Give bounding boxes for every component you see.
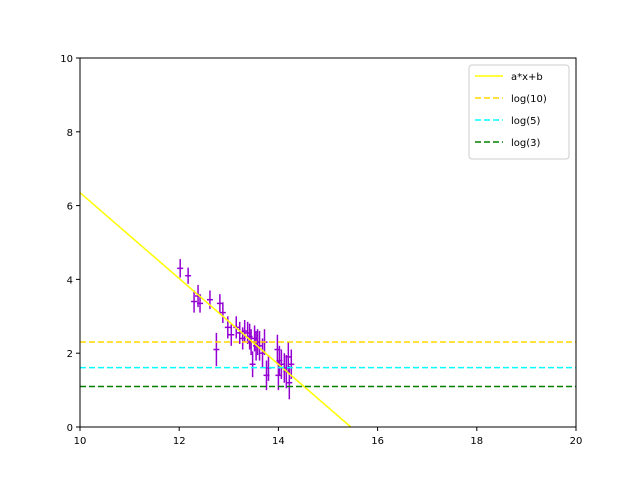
legend-label: log(3) bbox=[511, 138, 541, 149]
error-bar-point bbox=[191, 290, 198, 313]
error-bar-point bbox=[288, 349, 295, 380]
legend-label: log(10) bbox=[511, 94, 547, 105]
legend-label: log(5) bbox=[511, 116, 541, 127]
x-tick-label: 20 bbox=[570, 436, 583, 447]
y-tick-label: 0 bbox=[67, 423, 73, 434]
x-tick-label: 14 bbox=[272, 436, 285, 447]
legend-label: a*x+b bbox=[511, 72, 543, 83]
y-tick-label: 10 bbox=[60, 54, 73, 65]
fit-line-series bbox=[80, 192, 352, 427]
legend: a*x+b log(10) log(5) log(3) bbox=[468, 64, 570, 160]
error-bar-point bbox=[286, 366, 293, 400]
error-bar-point bbox=[249, 351, 256, 378]
x-tick-label: 12 bbox=[173, 436, 186, 447]
error-bar-point bbox=[275, 360, 282, 391]
y-tick-label: 8 bbox=[67, 128, 73, 139]
y-tick-label: 4 bbox=[67, 275, 73, 286]
x-tick-label: 16 bbox=[371, 436, 384, 447]
y-tick-label: 6 bbox=[67, 202, 73, 213]
x-tick-label: 10 bbox=[74, 436, 87, 447]
error-bar-point bbox=[228, 323, 235, 346]
axes-frame bbox=[79, 57, 577, 428]
error-bar-point bbox=[216, 294, 223, 313]
error-bar-point bbox=[185, 267, 192, 284]
error-bar-point bbox=[213, 332, 220, 367]
error-bar-point bbox=[241, 319, 248, 343]
axes: 10 12 14 16 18 20 0 2 4 6 8 10 bbox=[60, 54, 582, 447]
error-bar-point bbox=[219, 302, 226, 323]
x-tick-label: 18 bbox=[470, 436, 483, 447]
y-tick-label: 2 bbox=[67, 349, 73, 360]
legend-box bbox=[468, 64, 570, 160]
error-bar-point bbox=[285, 342, 292, 372]
error-bar-point bbox=[177, 259, 184, 278]
